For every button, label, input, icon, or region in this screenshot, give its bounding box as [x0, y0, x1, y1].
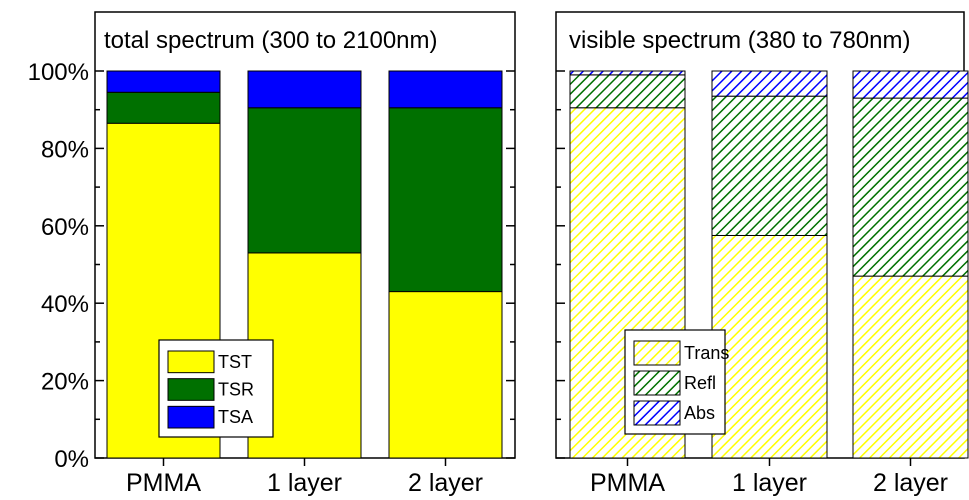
right-xtick-label-1-layer: 1 layer [732, 469, 807, 497]
left-bar-pmma-tsa [106, 70, 221, 93]
left-ytick-label: 20% [41, 369, 89, 396]
left-chart-title: total spectrum (300 to 2100nm) [104, 27, 438, 54]
right-bar-1-layer-trans [711, 234, 828, 459]
right-bar-pmma-refl [569, 74, 686, 109]
right-bar-2-layer-refl [852, 97, 969, 277]
panel-total-spectrum: total spectrum (300 to 2100nm) 0% 20% 40% 6… [28, 11, 516, 497]
right-legend-swatch-abs [633, 400, 681, 426]
right-legend-swatch-refl [633, 370, 681, 396]
right-legend-label-abs: Abs [684, 403, 715, 423]
left-bar-2-layer-tst [388, 291, 503, 459]
right-bar-pmma-abs [569, 70, 686, 76]
right-chart-title: visible spectrum (380 to 780nm) [569, 27, 910, 54]
left-ytick-label: 60% [41, 214, 89, 241]
right-x-axis: PMMA 1 layer 2 layer [590, 458, 948, 497]
left-ytick-label: 40% [41, 291, 89, 318]
left-bar-2-layer-tsr [388, 107, 503, 293]
left-ytick-label: 80% [41, 136, 89, 163]
left-legend-label-tsa: TSA [218, 407, 253, 427]
left-legend-label-tst: TST [218, 352, 252, 372]
left-xtick-label-1-layer: 1 layer [267, 469, 342, 497]
right-legend-label-trans: Trans [684, 343, 729, 363]
right-legend-label-refl: Refl [684, 373, 716, 393]
left-legend: TST TSR TSA [158, 339, 274, 438]
right-xtick-label-pmma: PMMA [590, 469, 665, 497]
left-bar-1-layer-tsr [247, 107, 362, 254]
left-bar-pmma-tsr [106, 91, 221, 124]
left-legend-swatch-tsr [167, 378, 215, 401]
right-bar-2-layer-trans [852, 275, 969, 459]
right-legend: Trans Refl Abs [624, 329, 729, 435]
right-bar-1-layer-abs [711, 70, 828, 97]
left-ytick-label: 100% [28, 59, 89, 86]
panel-visible-spectrum: visible spectrum (380 to 780nm) PMMA 1 la… [555, 11, 969, 497]
right-legend-swatch-trans [633, 340, 681, 366]
left-legend-swatch-tsa [167, 405, 215, 429]
left-bar-1-layer-tsa [247, 70, 362, 109]
left-xtick-label-pmma: PMMA [126, 469, 201, 497]
left-legend-swatch-tst [167, 350, 215, 374]
right-y-axis [556, 70, 565, 459]
left-x-axis: PMMA 1 layer 2 layer [126, 458, 483, 497]
right-bar-2-layer-abs [852, 70, 969, 99]
left-ytick-label: 0% [54, 446, 89, 473]
left-legend-label-tsr: TSR [218, 380, 254, 400]
right-bar-1-layer-refl [711, 95, 828, 236]
right-xtick-label-2-layer: 2 layer [873, 469, 948, 497]
left-y-axis: 0% 20% 40% 60% 80% 100% [28, 59, 515, 473]
left-xtick-label-2-layer: 2 layer [408, 469, 483, 497]
left-bar-2-layer-tsa [388, 70, 503, 109]
